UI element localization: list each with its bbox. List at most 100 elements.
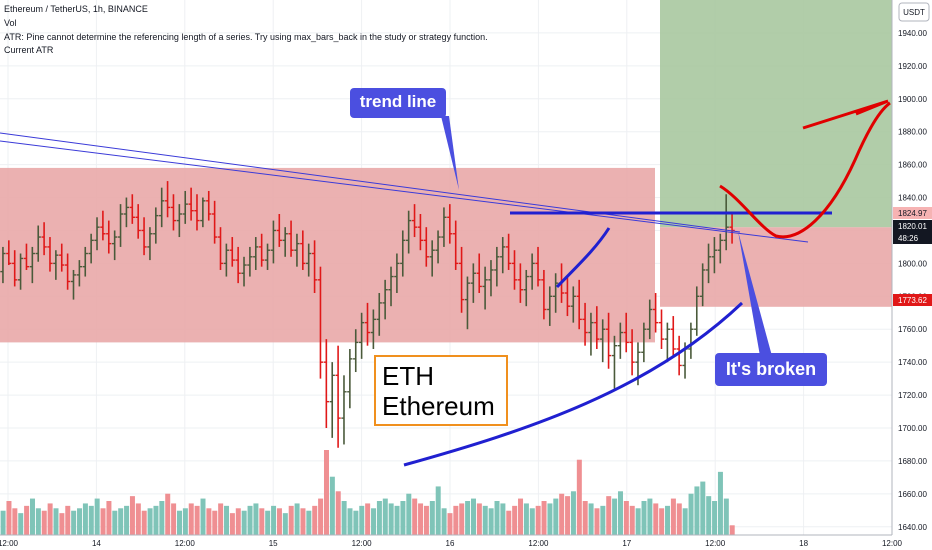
- candle-98[interactable]: [576, 279, 582, 330]
- candle-85[interactable]: [500, 237, 506, 274]
- candle-74[interactable]: [435, 230, 441, 264]
- candle-117[interactable]: [688, 322, 694, 359]
- candle-49[interactable]: [288, 220, 294, 257]
- candle-92[interactable]: [541, 269, 547, 320]
- candle-121[interactable]: [711, 237, 718, 274]
- candle-73[interactable]: [429, 240, 435, 277]
- currency-badge[interactable]: [898, 2, 930, 22]
- candle-40[interactable]: [235, 246, 241, 284]
- candle-109[interactable]: [641, 322, 647, 363]
- candle-54[interactable]: [317, 266, 324, 379]
- user-drawings[interactable]: [0, 99, 891, 467]
- candle-7[interactable]: [41, 222, 47, 256]
- candle-88[interactable]: [517, 263, 524, 303]
- candle-29[interactable]: [170, 194, 177, 231]
- candle-86[interactable]: [505, 233, 512, 270]
- candle-2[interactable]: [12, 250, 18, 287]
- candle-12[interactable]: [70, 269, 77, 300]
- candle-102[interactable]: [600, 319, 606, 363]
- candle-80[interactable]: [470, 263, 476, 303]
- candle-107[interactable]: [629, 329, 635, 376]
- candle-37[interactable]: [217, 227, 224, 270]
- candle-78[interactable]: [458, 246, 465, 313]
- candle-51[interactable]: [300, 230, 306, 270]
- candle-60[interactable]: [353, 329, 359, 373]
- candle-77[interactable]: [453, 220, 459, 270]
- candle-114[interactable]: [670, 316, 676, 356]
- candle-32[interactable]: [188, 187, 194, 221]
- candle-62[interactable]: [364, 302, 371, 346]
- candle-42[interactable]: [247, 246, 253, 277]
- candle-34[interactable]: [200, 197, 206, 228]
- candle-91[interactable]: [535, 246, 541, 287]
- candle-53[interactable]: [311, 240, 318, 294]
- candle-0[interactable]: [0, 246, 6, 284]
- candle-58[interactable]: [341, 375, 347, 445]
- candle-63[interactable]: [370, 309, 377, 349]
- candle-13[interactable]: [76, 260, 83, 287]
- candle-38[interactable]: [223, 243, 230, 277]
- candle-71[interactable]: [417, 214, 424, 251]
- candle-45[interactable]: [264, 243, 271, 270]
- candle-35[interactable]: [206, 190, 212, 221]
- candle-39[interactable]: [229, 237, 235, 267]
- candle-70[interactable]: [411, 204, 418, 238]
- candle-100[interactable]: [588, 312, 594, 356]
- candle-55[interactable]: [323, 339, 329, 428]
- candle-111[interactable]: [652, 293, 659, 333]
- candle-110[interactable]: [647, 299, 653, 340]
- candle-5[interactable]: [29, 246, 35, 284]
- candle-48[interactable]: [282, 227, 288, 257]
- candle-66[interactable]: [388, 266, 394, 307]
- candle-76[interactable]: [447, 204, 453, 244]
- candle-33[interactable]: [194, 194, 200, 231]
- candle-101[interactable]: [594, 306, 600, 349]
- candle-27[interactable]: [159, 187, 165, 228]
- candle-52[interactable]: [306, 243, 312, 277]
- rebound-stroke[interactable]: [555, 227, 611, 289]
- candle-10[interactable]: [59, 243, 65, 272]
- candle-8[interactable]: [47, 237, 53, 272]
- atr-legend[interactable]: Current ATR: [4, 45, 54, 55]
- candle-21[interactable]: [123, 197, 130, 228]
- price-axis[interactable]: USDT 1640.00 1660.00 1680.00 1700.00 1720.00…: [891, 0, 932, 550]
- candle-67[interactable]: [394, 253, 400, 294]
- candle-82[interactable]: [482, 266, 488, 310]
- candle-68[interactable]: [400, 230, 406, 277]
- candle-81[interactable]: [476, 253, 482, 294]
- candle-96[interactable]: [564, 276, 571, 317]
- candle-1[interactable]: [6, 240, 12, 266]
- candle-84[interactable]: [494, 246, 500, 287]
- candle-61[interactable]: [358, 312, 365, 359]
- candle-94[interactable]: [553, 273, 559, 313]
- candle-119[interactable]: [700, 263, 706, 307]
- candle-83[interactable]: [488, 260, 494, 297]
- candle-90[interactable]: [529, 253, 535, 290]
- candle-79[interactable]: [464, 276, 471, 330]
- candle-64[interactable]: [376, 293, 382, 336]
- candle-89[interactable]: [523, 269, 529, 307]
- candle-50[interactable]: [294, 233, 300, 267]
- candle-25[interactable]: [147, 227, 153, 261]
- candle-22[interactable]: [129, 194, 135, 224]
- candle-31[interactable]: [182, 190, 188, 224]
- candle-24[interactable]: [141, 217, 147, 256]
- eth-label-box[interactable]: ETH Ethereum: [374, 355, 508, 426]
- candle-69[interactable]: [406, 210, 412, 254]
- candlesticks[interactable]: [0, 181, 735, 448]
- candle-28[interactable]: [164, 181, 171, 218]
- candle-23[interactable]: [135, 204, 141, 239]
- candle-17[interactable]: [100, 210, 106, 241]
- candle-87[interactable]: [511, 250, 518, 290]
- symbol-title[interactable]: Ethereum / TetherUS, 1h, BINANCE: [4, 4, 148, 14]
- candle-123[interactable]: [723, 194, 729, 251]
- candle-112[interactable]: [658, 309, 665, 349]
- candle-97[interactable]: [570, 286, 576, 323]
- candle-75[interactable]: [441, 207, 447, 247]
- candle-105[interactable]: [617, 322, 623, 359]
- candle-93[interactable]: [547, 286, 553, 326]
- candle-15[interactable]: [88, 233, 94, 264]
- time-axis[interactable]: 12:00 14 12:00 15 12:00 16 12:00 17 12:00 18 12:00: [0, 534, 903, 550]
- candle-16[interactable]: [94, 217, 100, 251]
